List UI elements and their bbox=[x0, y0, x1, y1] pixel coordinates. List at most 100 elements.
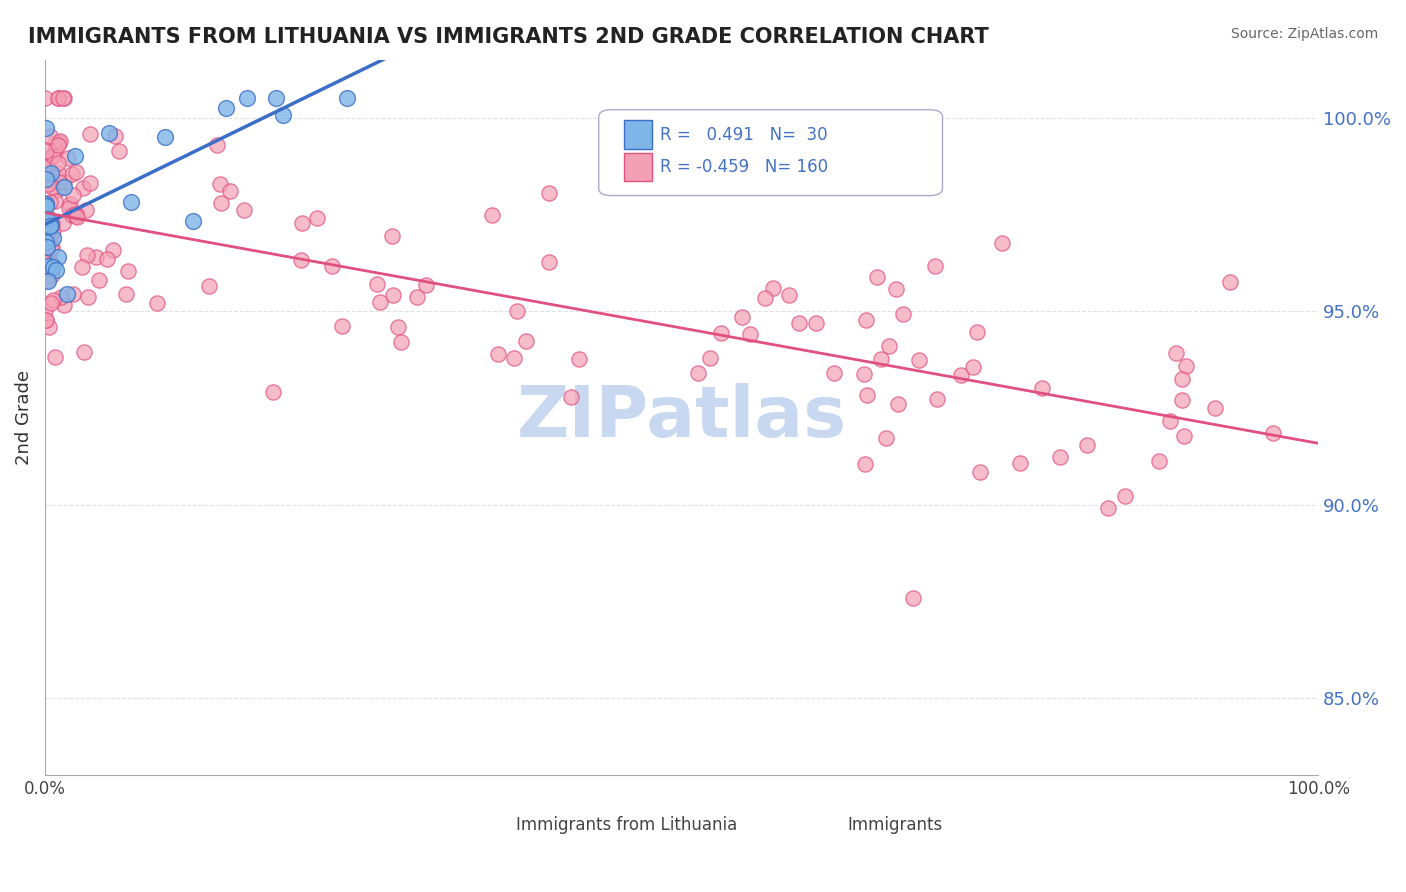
Point bbox=[62, 187, 84, 202]
Point bbox=[35, 154, 58, 169]
Point bbox=[823, 367, 845, 381]
Point bbox=[515, 334, 537, 348]
Point bbox=[38, 195, 60, 210]
Point bbox=[96, 252, 118, 266]
Point bbox=[336, 91, 359, 105]
Point bbox=[869, 351, 891, 366]
Point bbox=[1171, 393, 1194, 408]
Point bbox=[37, 274, 59, 288]
Point bbox=[710, 326, 733, 340]
Point bbox=[901, 591, 924, 606]
Point bbox=[48, 134, 70, 148]
Point bbox=[1166, 345, 1188, 359]
Point bbox=[41, 173, 63, 187]
Point bbox=[35, 313, 58, 327]
Point bbox=[39, 166, 62, 180]
Point bbox=[291, 216, 314, 230]
Point bbox=[855, 313, 877, 327]
Point bbox=[37, 211, 59, 226]
Point bbox=[966, 326, 988, 340]
Bar bbox=[624, 120, 652, 149]
Point bbox=[84, 251, 107, 265]
Point bbox=[330, 318, 353, 333]
Point bbox=[1159, 414, 1181, 428]
Point bbox=[108, 145, 131, 159]
Point bbox=[35, 235, 58, 249]
Point bbox=[103, 129, 125, 144]
Point bbox=[35, 120, 58, 135]
Point bbox=[34, 171, 56, 186]
Point bbox=[44, 194, 66, 209]
Point bbox=[38, 320, 60, 334]
Point bbox=[415, 277, 437, 292]
Point bbox=[853, 457, 876, 471]
Point bbox=[60, 167, 83, 181]
Point bbox=[48, 175, 70, 189]
Point bbox=[46, 183, 69, 197]
Point bbox=[991, 236, 1014, 251]
Point bbox=[1173, 429, 1195, 443]
Point bbox=[60, 208, 83, 222]
Point bbox=[1114, 489, 1136, 503]
Point bbox=[41, 217, 63, 231]
Text: Source: ZipAtlas.com: Source: ZipAtlas.com bbox=[1230, 27, 1378, 41]
Point bbox=[35, 199, 58, 213]
Point bbox=[1147, 454, 1170, 468]
Point bbox=[65, 207, 87, 221]
Point bbox=[877, 338, 900, 352]
Point bbox=[58, 201, 80, 215]
Point bbox=[38, 259, 60, 273]
Point bbox=[46, 155, 69, 169]
Point bbox=[1175, 359, 1198, 373]
Point bbox=[56, 287, 79, 301]
Point bbox=[89, 272, 111, 286]
Point bbox=[72, 181, 94, 195]
Point bbox=[321, 259, 343, 273]
Point bbox=[35, 161, 58, 175]
Point bbox=[46, 91, 69, 105]
Point bbox=[381, 288, 404, 302]
Point bbox=[1219, 275, 1241, 289]
Point bbox=[262, 384, 284, 399]
Point bbox=[215, 101, 238, 115]
Text: R = -0.459   N= 160: R = -0.459 N= 160 bbox=[659, 158, 828, 176]
Point bbox=[1010, 457, 1032, 471]
Point bbox=[537, 255, 560, 269]
Point bbox=[48, 91, 70, 105]
Point bbox=[481, 208, 503, 222]
Point bbox=[79, 128, 101, 142]
Point bbox=[52, 91, 75, 105]
Point bbox=[48, 135, 70, 149]
Point bbox=[1171, 372, 1194, 386]
Point bbox=[219, 184, 242, 198]
Text: ZIPatlas: ZIPatlas bbox=[516, 383, 846, 452]
Point bbox=[46, 137, 69, 152]
Point bbox=[969, 465, 991, 479]
Point bbox=[1204, 401, 1226, 416]
Point bbox=[1097, 501, 1119, 516]
Point bbox=[66, 210, 89, 224]
Point bbox=[307, 211, 329, 225]
Point bbox=[52, 216, 75, 230]
Point bbox=[1076, 438, 1098, 452]
Text: R =   0.491   N=  30: R = 0.491 N= 30 bbox=[659, 126, 828, 144]
Point bbox=[77, 290, 100, 304]
Point bbox=[115, 286, 138, 301]
Point bbox=[852, 367, 875, 381]
Point bbox=[48, 166, 70, 180]
Text: Immigrants: Immigrants bbox=[846, 816, 942, 834]
Point bbox=[39, 253, 62, 268]
Point bbox=[34, 144, 56, 158]
Bar bbox=[484, 811, 508, 839]
Point bbox=[754, 291, 776, 305]
Point bbox=[41, 240, 63, 254]
Point bbox=[503, 351, 526, 365]
Y-axis label: 2nd Grade: 2nd Grade bbox=[15, 370, 32, 465]
Point bbox=[368, 295, 391, 310]
Point bbox=[290, 252, 312, 267]
Point bbox=[53, 175, 76, 189]
Point bbox=[962, 359, 984, 374]
Point bbox=[41, 262, 63, 277]
Point bbox=[35, 172, 58, 186]
Point bbox=[35, 273, 58, 287]
